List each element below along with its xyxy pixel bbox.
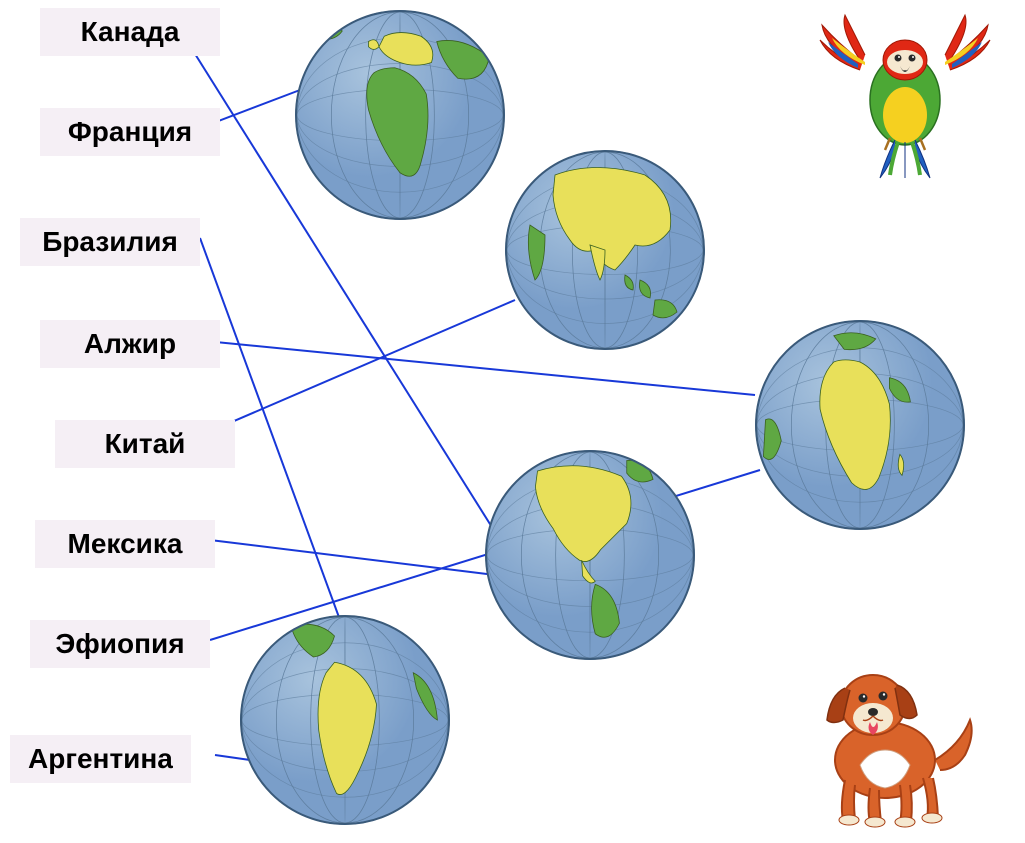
label-text: Мексика [68, 528, 183, 559]
label-text: Аргентина [28, 743, 173, 774]
dog-illustration [785, 650, 985, 830]
label-ethiopia: Эфиопия [30, 620, 210, 668]
label-text: Алжир [84, 328, 176, 359]
globe-south-america [240, 615, 450, 825]
line-china [190, 300, 515, 440]
label-text: Эфиопия [55, 628, 184, 659]
parrot-illustration [810, 10, 1000, 180]
label-text: Канада [81, 16, 180, 47]
globe-africa [755, 320, 965, 530]
label-canada: Канада [40, 8, 220, 56]
label-china: Китай [55, 420, 235, 468]
label-algeria: Алжир [40, 320, 220, 368]
label-text: Китай [105, 428, 186, 459]
globe-europe-africa [295, 10, 505, 220]
label-text: Бразилия [42, 226, 178, 257]
label-mexico: Мексика [35, 520, 215, 568]
label-brazil: Бразилия [20, 218, 200, 266]
globe-asia [505, 150, 705, 350]
label-argentina: Аргентина [10, 735, 191, 783]
label-text: Франция [68, 116, 192, 147]
line-mexico [210, 540, 495, 575]
globe-north-america [485, 450, 695, 660]
label-france: Франция [40, 108, 220, 156]
